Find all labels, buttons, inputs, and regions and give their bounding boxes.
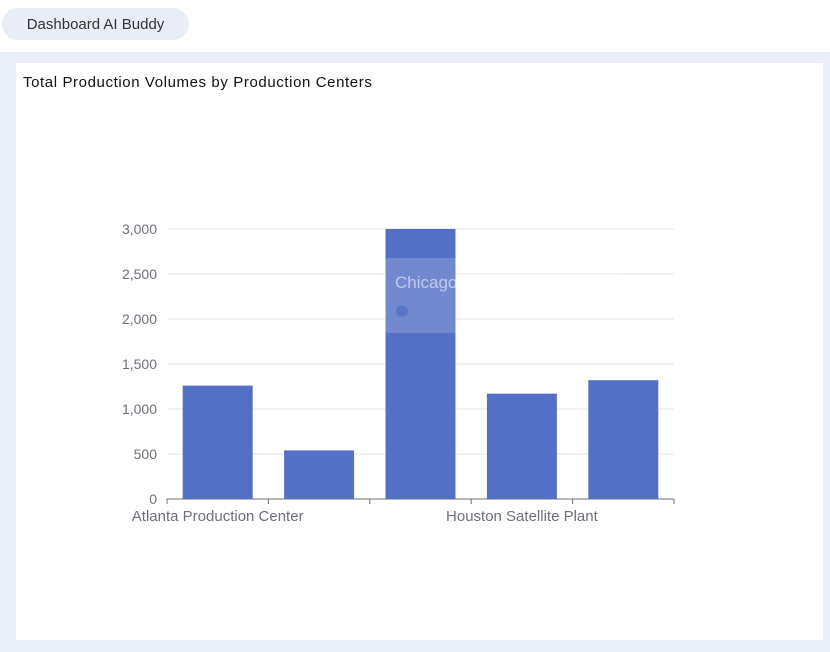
chart-title: Total Production Volumes by Production C…	[23, 74, 373, 91]
y-tick-label: 2,500	[122, 266, 157, 282]
tooltip-value: 540	[576, 302, 604, 321]
chart-card: Total Production Volumes by Production C…	[16, 63, 823, 640]
x-category-label: Atlanta Production Center	[132, 508, 304, 525]
tooltip-marker	[396, 305, 408, 317]
bar-chart: 0 500 1,000 1,500 2,000 2,500 3,000 Atlanta Pro…	[122, 221, 675, 525]
bar	[486, 393, 557, 499]
bar	[182, 385, 253, 499]
bar	[385, 229, 456, 499]
x-category-label: Houston Satellite Plant	[446, 508, 599, 525]
tooltip-label: Chicago Regional Facility	[395, 273, 587, 292]
y-tick-label: 0	[149, 491, 157, 507]
top-bar: Dashboard AI Buddy	[0, 0, 830, 52]
y-tick-label: 1,000	[122, 401, 157, 417]
y-tick-label: 500	[134, 446, 158, 462]
bar	[284, 450, 355, 499]
dashboard-tab[interactable]: Dashboard AI Buddy	[2, 8, 189, 40]
tooltip-box	[385, 258, 619, 333]
y-tick-label: 2,000	[122, 311, 157, 327]
y-tick-label: 3,000	[122, 221, 157, 237]
bar	[588, 380, 659, 499]
y-tick-label: 1,500	[122, 356, 157, 372]
